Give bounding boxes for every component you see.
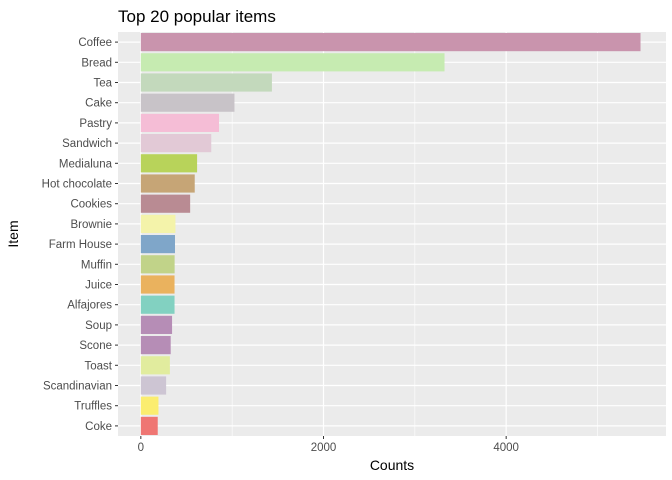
y-tick-label: Soup bbox=[85, 320, 112, 332]
y-tick-labels: Coffee Bread Tea Cake Pastry Sandwich Medialun… bbox=[42, 37, 118, 433]
bars bbox=[140, 33, 641, 435]
bar-brownie bbox=[140, 214, 176, 233]
bar-sandwich bbox=[140, 134, 212, 153]
bar-cake bbox=[140, 93, 235, 112]
y-tick-label: Muffin bbox=[81, 259, 112, 271]
bar-pastry bbox=[140, 113, 220, 132]
y-tick-label: Scone bbox=[79, 340, 112, 352]
bar-hot-chocolate bbox=[140, 174, 195, 193]
y-tick-label: Juice bbox=[85, 280, 112, 292]
bar-tea bbox=[140, 73, 272, 92]
y-tick-label: Cookies bbox=[70, 199, 112, 211]
bar-truffles bbox=[140, 396, 159, 415]
bar-juice bbox=[140, 275, 175, 294]
x-tick-labels: 0 2000 4000 bbox=[138, 436, 519, 454]
x-tick-label: 0 bbox=[138, 442, 144, 454]
y-tick-label: Pastry bbox=[79, 118, 112, 130]
bar-coke bbox=[140, 416, 158, 435]
y-tick-label: Tea bbox=[93, 78, 112, 90]
bar-medialuna bbox=[140, 154, 198, 173]
bar-toast bbox=[140, 356, 170, 375]
chart-title: Top 20 popular items bbox=[118, 7, 276, 26]
y-tick-label: Sandwich bbox=[62, 138, 112, 150]
y-tick-label: Farm House bbox=[49, 239, 112, 251]
y-tick-label: Alfajores bbox=[67, 300, 112, 312]
y-tick-label: Truffles bbox=[74, 401, 112, 413]
y-tick-label: Coke bbox=[85, 421, 112, 433]
y-tick-label: Brownie bbox=[70, 219, 112, 231]
bar-scone bbox=[140, 336, 171, 355]
bar-cookies bbox=[140, 194, 191, 213]
bar-alfajores bbox=[140, 295, 175, 314]
bar-coffee bbox=[140, 33, 641, 52]
bar-muffin bbox=[140, 255, 175, 274]
x-tick-label: 4000 bbox=[493, 442, 519, 454]
y-tick-label: Toast bbox=[85, 360, 113, 372]
y-axis-title: Item bbox=[5, 220, 21, 247]
y-tick-label: Hot chocolate bbox=[42, 179, 112, 191]
bar-bread bbox=[140, 53, 445, 72]
y-tick-label: Scandinavian bbox=[43, 381, 112, 393]
x-tick-label: 2000 bbox=[311, 442, 337, 454]
bar-farm-house bbox=[140, 235, 175, 254]
y-tick-label: Bread bbox=[81, 57, 112, 69]
y-tick-label: Cake bbox=[85, 98, 112, 110]
y-tick-label: Coffee bbox=[78, 37, 112, 49]
plot-panel bbox=[118, 32, 666, 436]
y-tick-label: Medialuna bbox=[59, 158, 113, 170]
x-axis-title: Counts bbox=[370, 457, 414, 473]
bar-scandinavian bbox=[140, 376, 167, 395]
bar-soup bbox=[140, 315, 173, 334]
